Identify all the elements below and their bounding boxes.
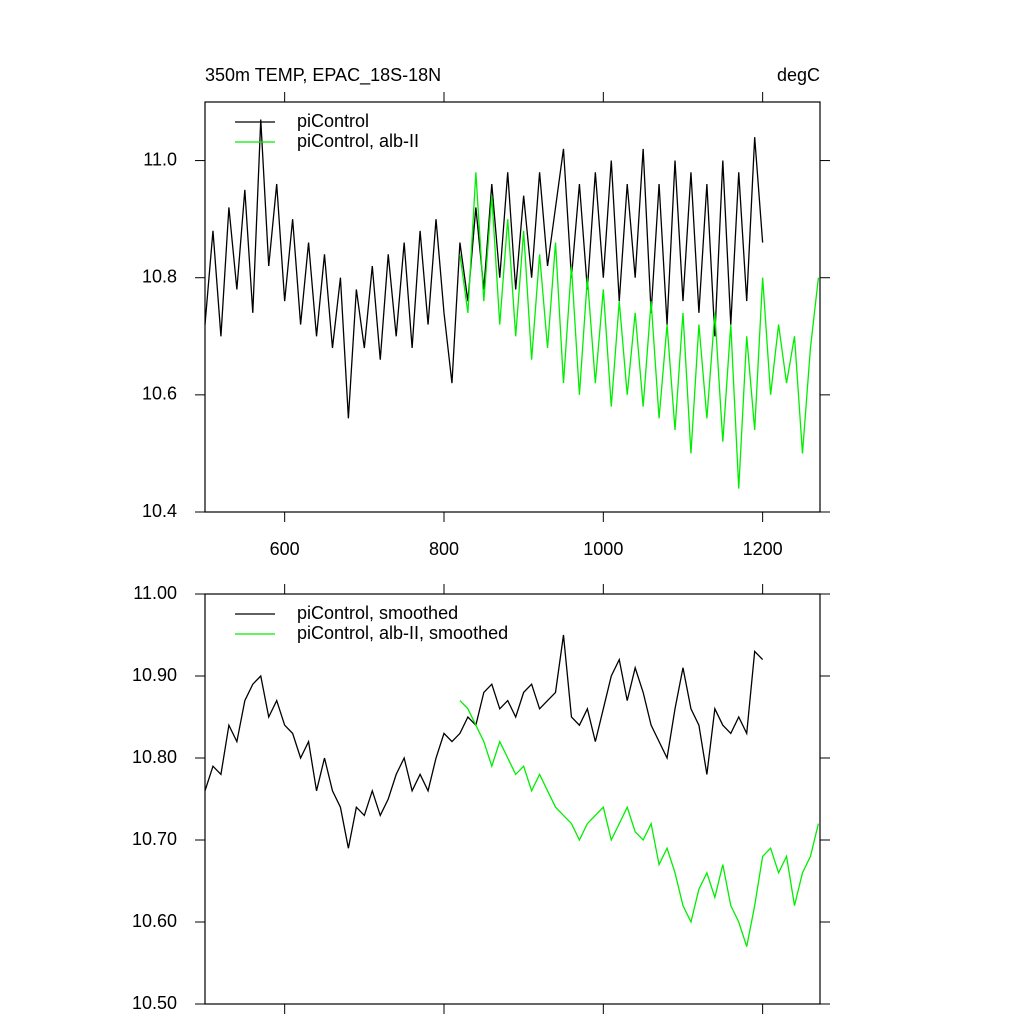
x-tick-label: 1000	[583, 539, 623, 559]
chart-title: 350m TEMP, EPAC_18S-18N	[205, 65, 441, 86]
y-tick-label: 10.90	[132, 665, 177, 685]
series-line	[459, 172, 820, 489]
series-line	[459, 700, 820, 947]
plot-frame	[204, 101, 821, 513]
legend-label: piControl, alb-II, smoothed	[297, 623, 508, 643]
y-tick-label: 10.60	[132, 911, 177, 931]
y-tick-label: 10.8	[142, 266, 177, 286]
x-tick-label: 1200	[743, 539, 783, 559]
x-tick-label: 600	[270, 539, 300, 559]
units-label: degC	[777, 65, 820, 85]
y-tick-label: 10.4	[142, 501, 177, 521]
x-tick-label: 800	[429, 539, 459, 559]
plot-frame	[204, 593, 821, 1005]
y-tick-label: 10.6	[142, 384, 177, 404]
series-line	[204, 119, 764, 419]
y-tick-label: 10.80	[132, 747, 177, 767]
legend-label: piControl, smoothed	[297, 603, 458, 623]
legend-label: piControl, alb-II	[297, 131, 419, 151]
y-tick-label: 10.50	[132, 993, 177, 1013]
y-tick-label: 11.00	[133, 583, 177, 603]
legend-label: piControl	[297, 111, 369, 131]
y-tick-label: 11.0	[143, 149, 177, 169]
y-tick-label: 10.70	[132, 829, 177, 849]
series-line	[204, 634, 764, 849]
